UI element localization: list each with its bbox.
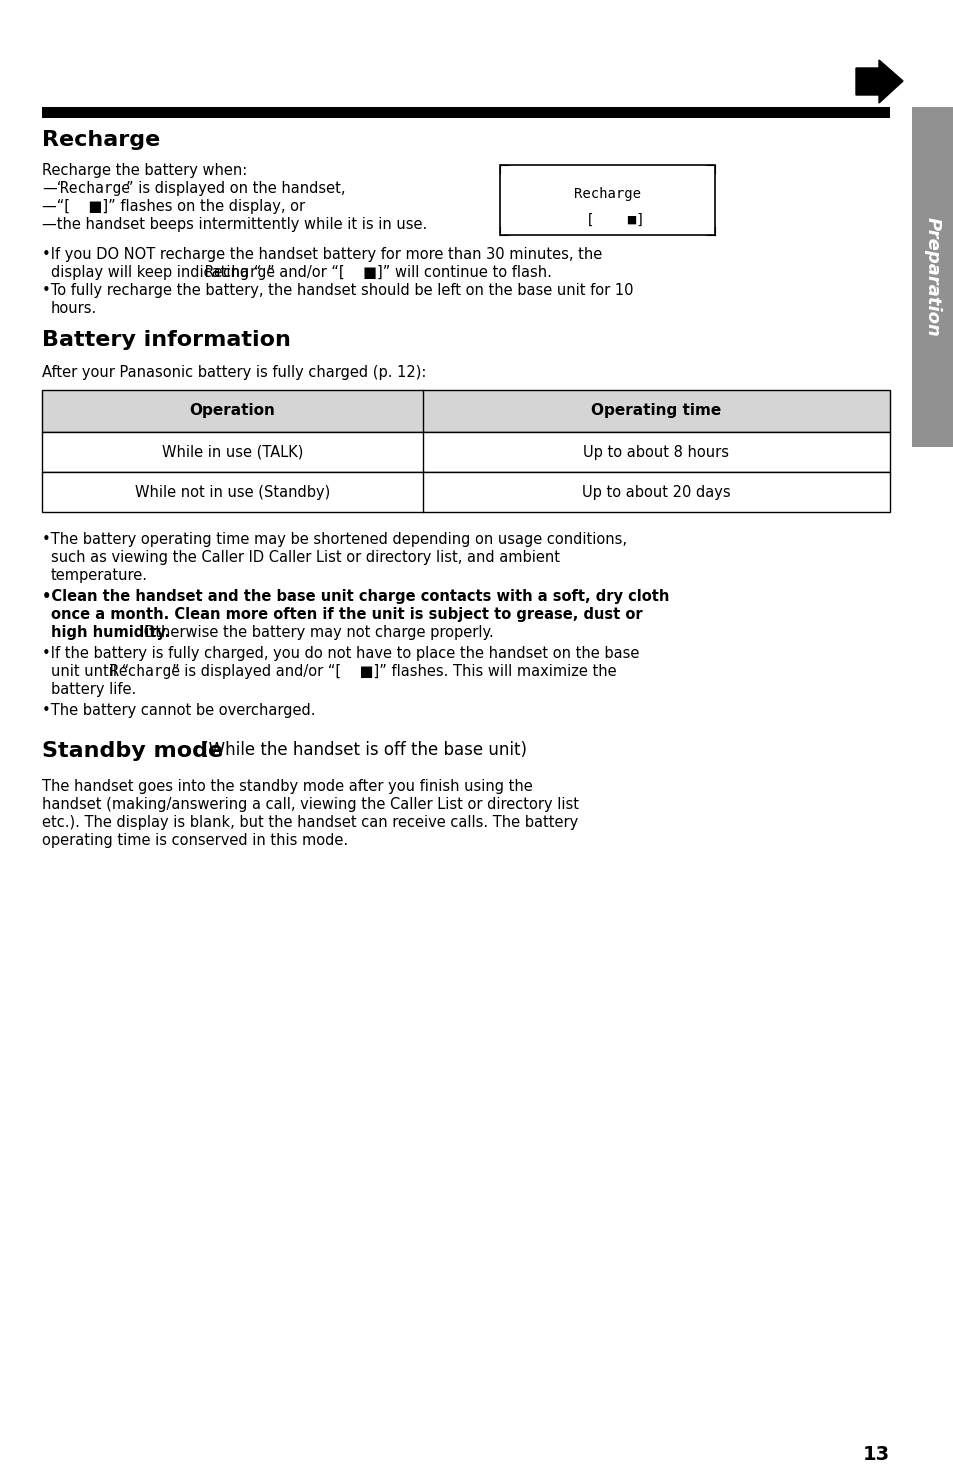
Text: Preparation: Preparation <box>923 217 941 336</box>
Text: Operation: Operation <box>190 404 275 419</box>
Text: Recharge: Recharge <box>110 664 180 678</box>
Text: Otherwise the battery may not charge properly.: Otherwise the battery may not charge pro… <box>139 625 494 640</box>
Text: unit until “: unit until “ <box>51 664 129 678</box>
Text: (While the handset is off the base unit): (While the handset is off the base unit) <box>196 740 526 760</box>
Text: ” is displayed and/or “[    ■]” flashes. This will maximize the: ” is displayed and/or “[ ■]” flashes. Th… <box>172 664 616 678</box>
Text: such as viewing the Caller ID Caller List or directory list, and ambient: such as viewing the Caller ID Caller Lis… <box>51 550 559 565</box>
Text: While not in use (Standby): While not in use (Standby) <box>134 484 330 500</box>
Text: temperature.: temperature. <box>51 568 148 583</box>
Text: Standby mode: Standby mode <box>42 740 223 761</box>
Text: Up to about 8 hours: Up to about 8 hours <box>583 444 729 460</box>
Text: •The battery operating time may be shortened depending on usage conditions,: •The battery operating time may be short… <box>42 532 626 547</box>
Bar <box>42 472 889 512</box>
Text: high humidity.: high humidity. <box>51 625 170 640</box>
Text: [    ■]: [ ■] <box>585 212 644 227</box>
Text: ” is displayed on the handset,: ” is displayed on the handset, <box>126 181 345 196</box>
Text: ” and/or “[    ■]” will continue to flash.: ” and/or “[ ■]” will continue to flash. <box>267 266 551 280</box>
Text: operating time is conserved in this mode.: operating time is conserved in this mode… <box>42 833 348 848</box>
Text: —“: —“ <box>42 181 64 196</box>
Text: Operating time: Operating time <box>591 404 720 419</box>
Text: display will keep indicating “: display will keep indicating “ <box>51 266 261 280</box>
Text: —the handset beeps intermittently while it is in use.: —the handset beeps intermittently while … <box>42 217 427 232</box>
Text: The handset goes into the standby mode after you finish using the: The handset goes into the standby mode a… <box>42 779 532 794</box>
Text: •The battery cannot be overcharged.: •The battery cannot be overcharged. <box>42 704 315 718</box>
Bar <box>911 108 953 447</box>
Text: Recharge the battery when:: Recharge the battery when: <box>42 164 247 178</box>
Text: Recharge: Recharge <box>42 130 160 150</box>
Text: •To fully recharge the battery, the handset should be left on the base unit for : •To fully recharge the battery, the hand… <box>42 283 633 298</box>
Text: handset (making/answering a call, viewing the Caller List or directory list: handset (making/answering a call, viewin… <box>42 796 578 813</box>
Text: Recharge: Recharge <box>60 181 130 196</box>
Text: hours.: hours. <box>51 301 97 316</box>
Text: Up to about 20 days: Up to about 20 days <box>581 484 730 500</box>
Text: 13: 13 <box>862 1446 889 1465</box>
Text: Battery information: Battery information <box>42 330 291 350</box>
Text: Recharge: Recharge <box>574 187 640 201</box>
Text: Recharge: Recharge <box>205 266 274 280</box>
Bar <box>42 389 889 432</box>
Bar <box>499 165 714 235</box>
Text: After your Panasonic battery is fully charged (p. 12):: After your Panasonic battery is fully ch… <box>42 364 426 381</box>
Text: •If you DO NOT recharge the handset battery for more than 30 minutes, the: •If you DO NOT recharge the handset batt… <box>42 246 601 263</box>
Text: While in use (TALK): While in use (TALK) <box>162 444 303 460</box>
Text: —“[    ■]” flashes on the display, or: —“[ ■]” flashes on the display, or <box>42 199 305 214</box>
Polygon shape <box>855 60 902 103</box>
Text: once a month. Clean more often if the unit is subject to grease, dust or: once a month. Clean more often if the un… <box>51 608 642 622</box>
Text: etc.). The display is blank, but the handset can receive calls. The battery: etc.). The display is blank, but the han… <box>42 816 578 830</box>
Bar <box>42 108 889 118</box>
Text: •If the battery is fully charged, you do not have to place the handset on the ba: •If the battery is fully charged, you do… <box>42 646 639 661</box>
Text: battery life.: battery life. <box>51 681 136 698</box>
Bar <box>42 432 889 472</box>
Text: •Clean the handset and the base unit charge contacts with a soft, dry cloth: •Clean the handset and the base unit cha… <box>42 589 669 603</box>
